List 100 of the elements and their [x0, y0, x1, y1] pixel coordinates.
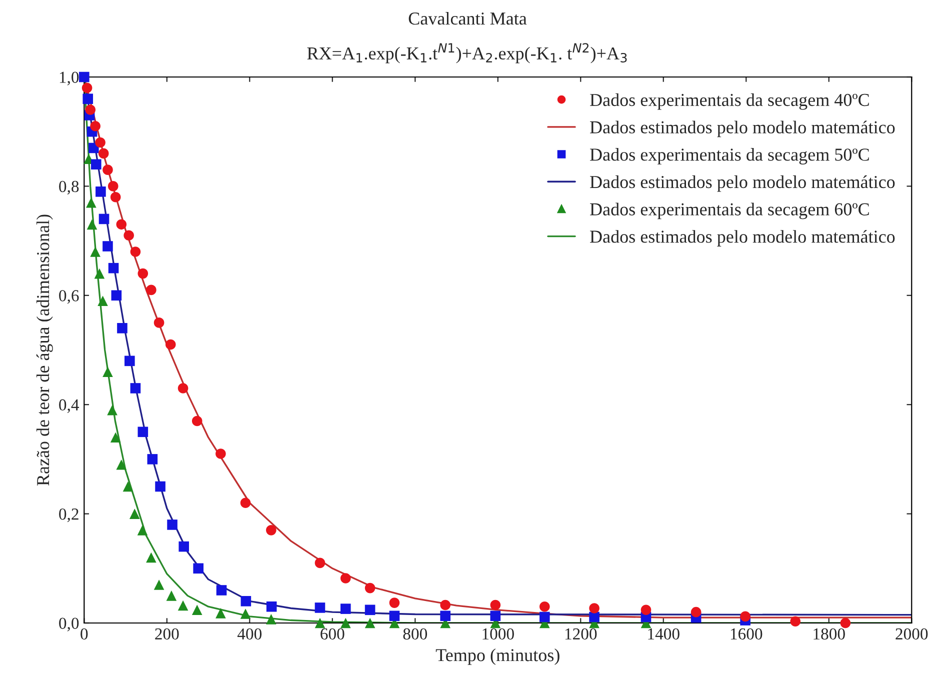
point	[389, 598, 400, 608]
text: RX=A$_{1}$.exp(-K$_{1}$.t$^{N1}$)+A$_{2}$.exp(-K$_{1}$. t$^{N2}$)+A$_{3}$	[307, 43, 627, 64]
legend-label: Dados estimados pelo modelo matemático	[590, 120, 895, 138]
point	[216, 608, 226, 618]
point	[90, 120, 100, 132]
point	[192, 416, 202, 426]
point	[266, 601, 277, 612]
x-tick-label: 1600	[730, 628, 762, 640]
y-tick-label: 0,0	[59, 618, 79, 632]
x-tick-label: 800	[403, 628, 428, 640]
point	[108, 181, 118, 192]
point	[790, 616, 801, 627]
point	[490, 600, 501, 610]
point	[96, 186, 106, 197]
y-tick-label: 1,0	[60, 72, 79, 86]
y-axis-title: Razão de teor de água (adimensional)	[36, 214, 53, 486]
x-tick-label: 2000	[896, 628, 928, 640]
point	[440, 600, 450, 610]
point	[340, 604, 351, 614]
point	[240, 608, 251, 619]
point	[116, 460, 127, 470]
point	[589, 603, 600, 614]
point	[146, 284, 156, 296]
x-tick-label: 600	[320, 628, 344, 640]
x-tick-label: 200	[155, 628, 179, 640]
point	[98, 214, 110, 224]
point	[589, 612, 600, 622]
point	[266, 614, 276, 624]
x-tick-label: 1800	[814, 628, 845, 640]
point	[86, 197, 96, 208]
point	[155, 481, 166, 492]
point	[240, 596, 252, 606]
point	[640, 604, 652, 616]
point	[138, 426, 148, 438]
point	[266, 525, 276, 536]
point	[110, 432, 121, 443]
point	[216, 585, 227, 596]
point	[740, 611, 750, 622]
point	[240, 498, 251, 508]
point	[129, 508, 140, 519]
point	[102, 241, 113, 252]
point	[690, 606, 702, 618]
point	[86, 219, 98, 230]
point	[192, 604, 202, 616]
y-tick-label: 0,4	[59, 399, 80, 413]
point	[116, 219, 127, 230]
point	[102, 164, 113, 175]
x-tick-label: 1000	[482, 628, 514, 640]
point	[108, 262, 119, 274]
point	[130, 246, 141, 257]
point	[178, 383, 188, 394]
point	[166, 590, 177, 601]
point	[137, 525, 148, 536]
point	[124, 356, 135, 366]
point	[154, 318, 164, 328]
point	[107, 404, 118, 416]
point	[193, 563, 204, 574]
point	[130, 383, 141, 394]
point	[840, 618, 851, 628]
point	[440, 610, 450, 622]
point	[110, 192, 121, 202]
legend-label: Dados experimentais da secagem 60ºC	[590, 202, 869, 220]
x-tick-label: 400	[237, 628, 262, 640]
x-axis-title: Tempo (minutos)	[436, 648, 560, 665]
chart-title: Cavalcanti Mata	[408, 12, 527, 25]
point	[82, 82, 92, 94]
x-tick-label: 1200	[565, 628, 597, 640]
point	[314, 602, 326, 613]
point	[364, 618, 376, 628]
point	[138, 268, 148, 279]
point	[314, 618, 326, 628]
point	[122, 481, 134, 492]
point	[340, 618, 351, 628]
point	[314, 558, 326, 568]
point	[490, 610, 501, 622]
point	[111, 290, 122, 301]
x-tick-label: 1400	[648, 628, 680, 640]
legend-label: Dados estimados pelo modelo matemático	[590, 175, 895, 192]
point	[340, 573, 351, 584]
point	[102, 366, 113, 377]
point	[146, 552, 156, 563]
point	[389, 610, 400, 622]
point	[91, 159, 102, 170]
point	[94, 268, 105, 279]
point	[178, 600, 188, 611]
point	[124, 230, 134, 240]
point	[117, 323, 128, 334]
point	[178, 541, 190, 552]
point	[95, 137, 106, 148]
point	[539, 601, 550, 612]
point	[154, 580, 164, 590]
point	[539, 612, 550, 622]
y-tick-label: 0,2	[59, 508, 78, 522]
x-tick-label: 0	[80, 628, 88, 640]
legend-label: Dados experimentais da secagem 50ºC	[590, 148, 869, 164]
point	[90, 246, 100, 257]
legend-label: Dados estimados pelo modelo matemático	[590, 230, 895, 246]
point	[82, 94, 94, 104]
point	[364, 604, 376, 616]
y-tick-label: 0,6	[59, 290, 79, 304]
